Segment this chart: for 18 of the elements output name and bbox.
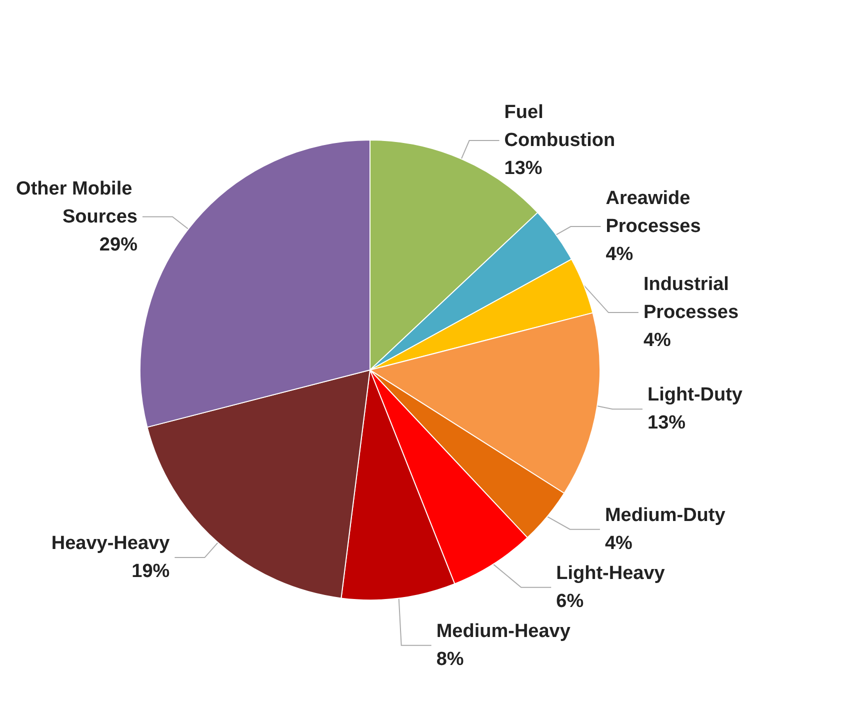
slice-label: Other Mobile Sources: [16, 178, 138, 228]
slice-label: Light-Duty: [648, 384, 743, 406]
slice-label: Medium-Duty: [604, 504, 726, 526]
slice-label: Areawide Processes: [606, 188, 701, 238]
slice-label: Medium-Heavy: [436, 620, 571, 642]
slice-label: Light-Heavy: [556, 562, 666, 584]
data-label: 19%: [132, 561, 170, 582]
data-label: 6%: [556, 590, 584, 612]
data-label: 4%: [604, 532, 633, 554]
slice-label: Industrial Processes: [643, 274, 739, 324]
data-label: 29%: [99, 234, 138, 256]
slice-label: Fuel Combustion: [504, 102, 616, 152]
data-label: 4%: [643, 330, 672, 352]
data-label: 4%: [606, 244, 634, 266]
data-label: 13%: [648, 412, 686, 434]
data-label: 13%: [504, 158, 542, 180]
data-label: 8%: [436, 648, 464, 670]
slice-label: Heavy-Heavy: [51, 533, 170, 554]
